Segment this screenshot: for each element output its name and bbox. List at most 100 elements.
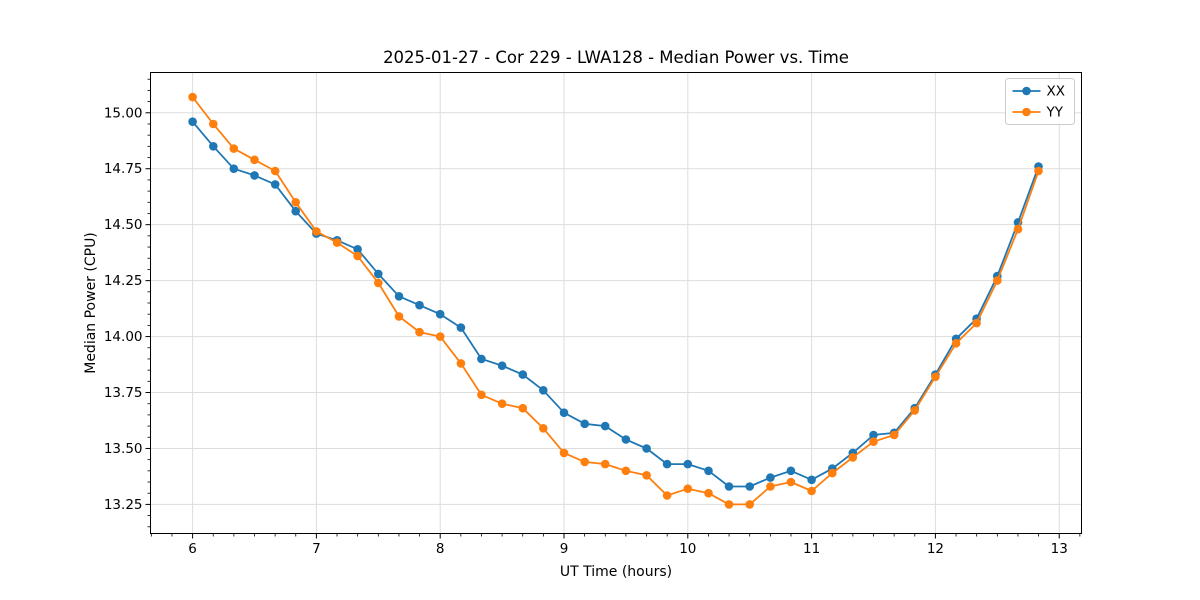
y-tick-label: 14.00 (104, 329, 143, 345)
data-point (332, 238, 342, 247)
data-point (518, 370, 528, 379)
data-point (209, 142, 218, 151)
data-point (910, 406, 919, 415)
x-axis-label: UT Time (hours) (560, 564, 672, 580)
data-point (270, 180, 280, 189)
x-tick-label: 12 (927, 541, 944, 557)
data-point (250, 171, 259, 180)
y-tick-label: 13.50 (104, 441, 143, 457)
legend-label-XX: XX (1047, 84, 1066, 100)
data-point (807, 486, 816, 496)
data-point (477, 390, 486, 400)
data-point (704, 466, 713, 476)
data-point (188, 92, 197, 102)
data-point (291, 198, 301, 207)
data-point (745, 482, 754, 491)
data-point (374, 269, 383, 279)
data-point (828, 468, 837, 478)
y-tick-label: 13.75 (104, 385, 143, 401)
data-point (394, 292, 404, 301)
data-point (291, 206, 301, 216)
y-tick-label: 14.25 (104, 273, 143, 289)
data-point (415, 327, 424, 337)
data-point (848, 453, 858, 462)
data-point (724, 482, 734, 491)
data-point (766, 482, 775, 491)
y-tick-label: 14.75 (104, 161, 143, 177)
data-point (435, 332, 445, 341)
axes-layer (145, 72, 1082, 539)
data-point (539, 386, 548, 395)
data-point (580, 419, 589, 429)
y-tick-label: 14.50 (104, 217, 143, 233)
data-point (621, 466, 631, 476)
data-point (724, 500, 734, 509)
data-point (250, 155, 259, 165)
data-point (889, 430, 899, 440)
data-point (993, 276, 1002, 285)
data-point (497, 399, 507, 409)
data-point (559, 448, 569, 458)
data-point (312, 227, 321, 236)
data-point (518, 403, 528, 413)
grid-layer (150, 72, 1082, 534)
series-line-YY (191, 96, 1040, 506)
x-tick-label: 11 (803, 541, 820, 557)
y-tick-label: 15.00 (104, 105, 143, 121)
y-tick-label: 13.25 (104, 497, 143, 513)
data-point (229, 144, 239, 153)
data-point (786, 466, 796, 476)
data-point (662, 459, 672, 469)
data-point (229, 164, 239, 173)
data-point (951, 339, 961, 348)
data-point (1034, 166, 1043, 176)
data-point (209, 119, 218, 129)
data-point (1013, 224, 1023, 234)
data-point (497, 361, 507, 371)
data-point (415, 300, 424, 310)
data-point (374, 278, 383, 288)
data-point (580, 457, 589, 467)
data-point (270, 166, 280, 176)
data-point (869, 430, 878, 440)
legend-entry-XX: XX (1012, 84, 1066, 100)
legend-marker (1022, 107, 1031, 117)
legend-entry-YY: YY (1012, 105, 1064, 121)
legend: XX YY (1005, 78, 1075, 125)
data-point (931, 372, 940, 382)
data-point (807, 475, 816, 485)
tick-label-layer: 6 7 8 9 10 11 12 13 13.25 13.50 13.75 14.00 14.25 14.… (104, 105, 1068, 557)
chart-title: 2025-01-27 - Cor 229 - LWA128 - Median P… (383, 48, 849, 67)
x-tick-label: 9 (560, 541, 569, 557)
data-point (600, 459, 610, 469)
data-point (766, 473, 775, 482)
data-point (642, 444, 651, 453)
x-tick-label: 8 (436, 541, 445, 557)
data-point (745, 500, 754, 509)
legend-label-YY: YY (1046, 105, 1064, 121)
series-line-XX (191, 121, 1040, 488)
x-tick-label: 13 (1051, 541, 1068, 557)
data-point (683, 459, 693, 469)
data-point (704, 488, 713, 498)
x-tick-label: 10 (679, 541, 696, 557)
legend-marker (1022, 86, 1031, 96)
data-point (869, 437, 878, 447)
data-point (539, 424, 548, 433)
data-point (435, 309, 445, 319)
y-axis-label: Median Power (CPU) (83, 232, 99, 374)
data-point (456, 323, 466, 332)
data-point (477, 354, 486, 364)
data-point (188, 117, 197, 126)
plot-spines (150, 72, 1082, 534)
data-point (353, 251, 362, 261)
x-tick-label: 7 (312, 541, 321, 557)
data-point (394, 312, 404, 321)
data-point (559, 408, 569, 418)
data-point (683, 484, 693, 494)
data-point (353, 245, 362, 254)
x-tick-label: 6 (188, 541, 197, 557)
data-point (621, 435, 631, 444)
